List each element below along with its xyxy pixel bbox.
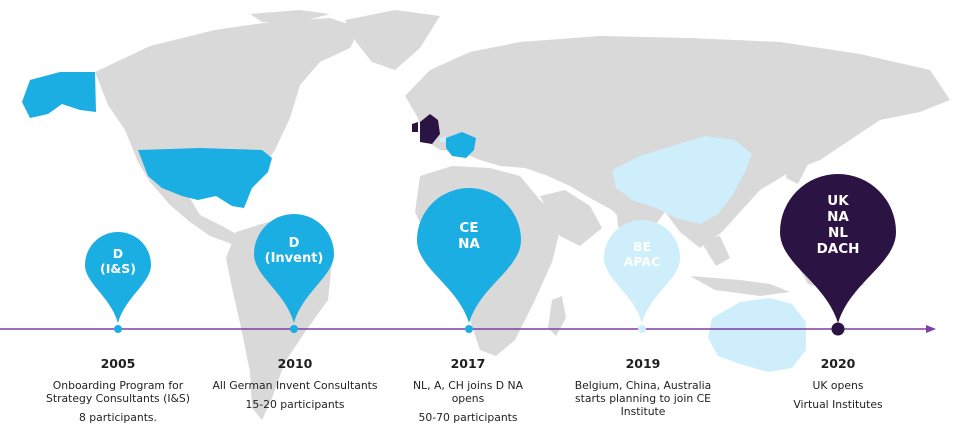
timeline-dot xyxy=(290,325,298,333)
event-text: NL, A, CH joins D NA opens xyxy=(412,379,523,405)
pin-label: CE NA xyxy=(458,220,480,252)
event-2005: 2005 Onboarding Program for Strategy Con… xyxy=(38,356,198,424)
event-participants: Virtual Institutes xyxy=(793,398,883,411)
event-2019: 2019 Belgium, China, Australia starts pl… xyxy=(562,356,724,418)
map-pin xyxy=(254,214,334,323)
timeline-dot xyxy=(465,325,473,333)
event-text: UK opens xyxy=(812,379,864,392)
event-year: 2019 xyxy=(625,356,661,371)
timeline-dot xyxy=(638,325,646,333)
event-year: 2017 xyxy=(450,356,486,371)
event-year: 2010 xyxy=(277,356,313,371)
event-2017: 2017 NL, A, CH joins D NA opens 50-70 pa… xyxy=(398,356,538,424)
event-text: All German Invent Consultants xyxy=(212,379,378,392)
map-pin xyxy=(417,188,521,323)
map-pin xyxy=(780,174,896,323)
pins-layer xyxy=(84,174,896,336)
timeline-dot xyxy=(831,322,845,336)
map-pin xyxy=(84,231,151,323)
event-year: 2020 xyxy=(820,356,856,371)
event-year: 2005 xyxy=(100,356,136,371)
event-participants: 50-70 participants xyxy=(418,411,518,424)
pin-label: D (Invent) xyxy=(264,235,324,266)
event-text: Belgium, China, Australia starts plannin… xyxy=(574,379,712,418)
highlight-regions xyxy=(22,72,806,372)
pin-label: BE APAC xyxy=(623,239,661,269)
event-participants: 8 participants. xyxy=(79,411,157,424)
event-2020: 2020 UK opens Virtual Institutes xyxy=(768,356,908,411)
pin-label: D (I&S) xyxy=(100,246,136,276)
pin-label: UK NA NL DACH xyxy=(816,193,860,257)
event-participants: 15-20 participants xyxy=(245,398,345,411)
timeline-arrow xyxy=(926,325,936,333)
event-text: Onboarding Program for Strategy Consulta… xyxy=(45,379,190,405)
event-2010: 2010 All German Invent Consultants 15-20… xyxy=(208,356,382,411)
map-pin xyxy=(604,220,680,323)
timeline-dot xyxy=(114,325,122,333)
